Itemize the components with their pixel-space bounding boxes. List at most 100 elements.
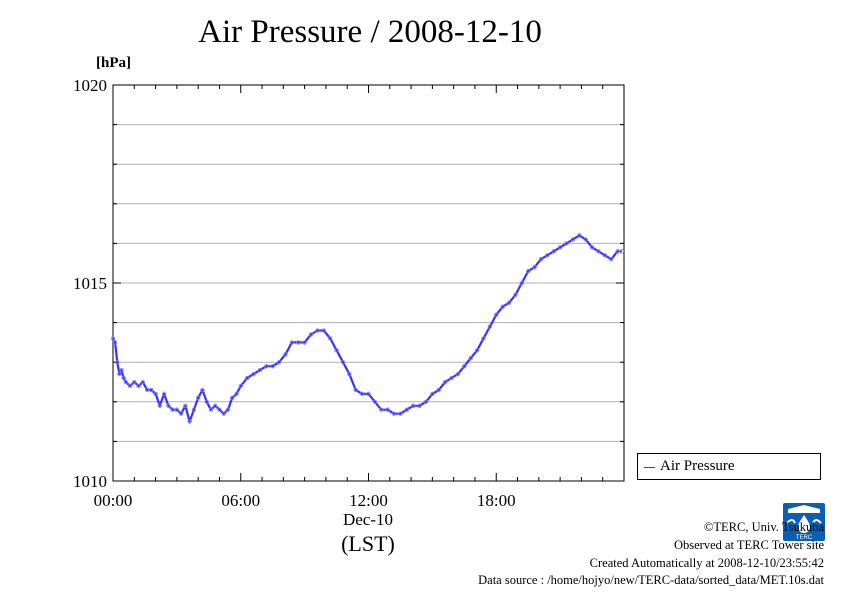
data-point [577,233,582,238]
data-point [221,411,226,416]
data-point [170,407,175,412]
data-point [174,407,180,412]
footer-created: Created Automatically at 2008-12-10/23:5… [589,556,824,570]
legend-swatch [644,467,655,468]
data-point [110,336,116,341]
data-point [583,237,588,242]
data-point [442,379,448,385]
data-point [115,360,120,365]
data-point [423,399,429,404]
data-point [321,328,326,333]
data-point [609,257,614,262]
data-point [327,336,333,341]
x-axis-date-label: Dec-10 [342,510,394,529]
data-point [462,363,467,369]
data-point [500,304,505,309]
data-point [570,237,576,242]
y-tick-label: 1010 [73,472,107,491]
data-point [379,407,384,412]
data-point [187,419,192,424]
data-point [270,363,275,369]
data-point [166,403,171,408]
y-axis-unit-label: [hPa] [96,55,131,71]
data-point [212,403,218,408]
data-point [468,356,473,361]
logo-text: TERC [796,535,813,541]
x-axis-timezone-label: (LST) [341,531,395,556]
data-point [340,360,346,365]
data-point [506,300,512,305]
x-tick-label: 18:00 [477,491,516,510]
data-point [153,391,158,397]
data-point [230,395,235,401]
data-point [455,371,461,377]
data-point [119,367,124,373]
data-point [149,387,154,393]
data-point [615,249,620,254]
data-point [121,375,126,381]
data-point [557,245,563,250]
data-point [551,249,556,254]
data-point [308,332,314,337]
x-tick-label: 00:00 [94,491,133,510]
data-point [161,391,167,397]
data-point [136,383,141,389]
data-point [264,363,269,369]
x-tick-label: 12:00 [349,491,388,510]
footer-copyright: ©TERC, Univ. Tsukuba [703,520,824,534]
data-point [144,387,150,393]
data-point [289,340,295,345]
data-point [251,371,256,377]
y-tick-label: 1020 [73,76,107,95]
data-point [398,411,403,416]
data-point [417,403,422,408]
data-point [494,312,499,317]
chart-title: Air Pressure / 2008-12-10 [198,14,542,50]
data-point [353,387,358,393]
data-point [430,391,435,397]
data-point [532,264,537,270]
data-point [449,375,454,381]
data-point [296,340,301,345]
data-point [436,387,441,393]
data-point [519,280,524,286]
data-point [538,257,544,262]
data-point [602,253,608,258]
data-point [208,407,214,412]
data-point [276,360,282,365]
data-point [204,399,209,404]
data-point [178,411,184,416]
data-point [513,292,518,298]
data-point [234,391,239,397]
y-tick-label: 1015 [73,274,107,293]
data-point [225,407,231,412]
data-point [545,253,550,258]
data-point [183,403,188,408]
data-point [315,328,320,333]
data-point [140,379,146,385]
data-point [372,399,378,404]
data-point [112,340,118,345]
data-point [302,340,307,345]
terc-logo-icon: TERC [783,503,825,541]
data-point [411,403,416,408]
data-point [283,352,288,357]
data-point [117,371,122,377]
data-point [191,407,197,412]
data-point [366,391,371,397]
data-point [238,383,243,389]
data-point [123,379,128,385]
data-point [244,375,250,381]
footer-observed: Observed at TERC Tower site [673,538,824,552]
data-point [257,367,263,373]
data-point [525,268,531,274]
data-point [481,336,486,341]
data-point [487,324,493,329]
data-point [619,249,625,254]
data-point [132,379,137,385]
legend: Air Pressure [637,453,821,480]
data-point [564,241,569,246]
series-line [112,234,622,423]
data-point [474,348,480,353]
